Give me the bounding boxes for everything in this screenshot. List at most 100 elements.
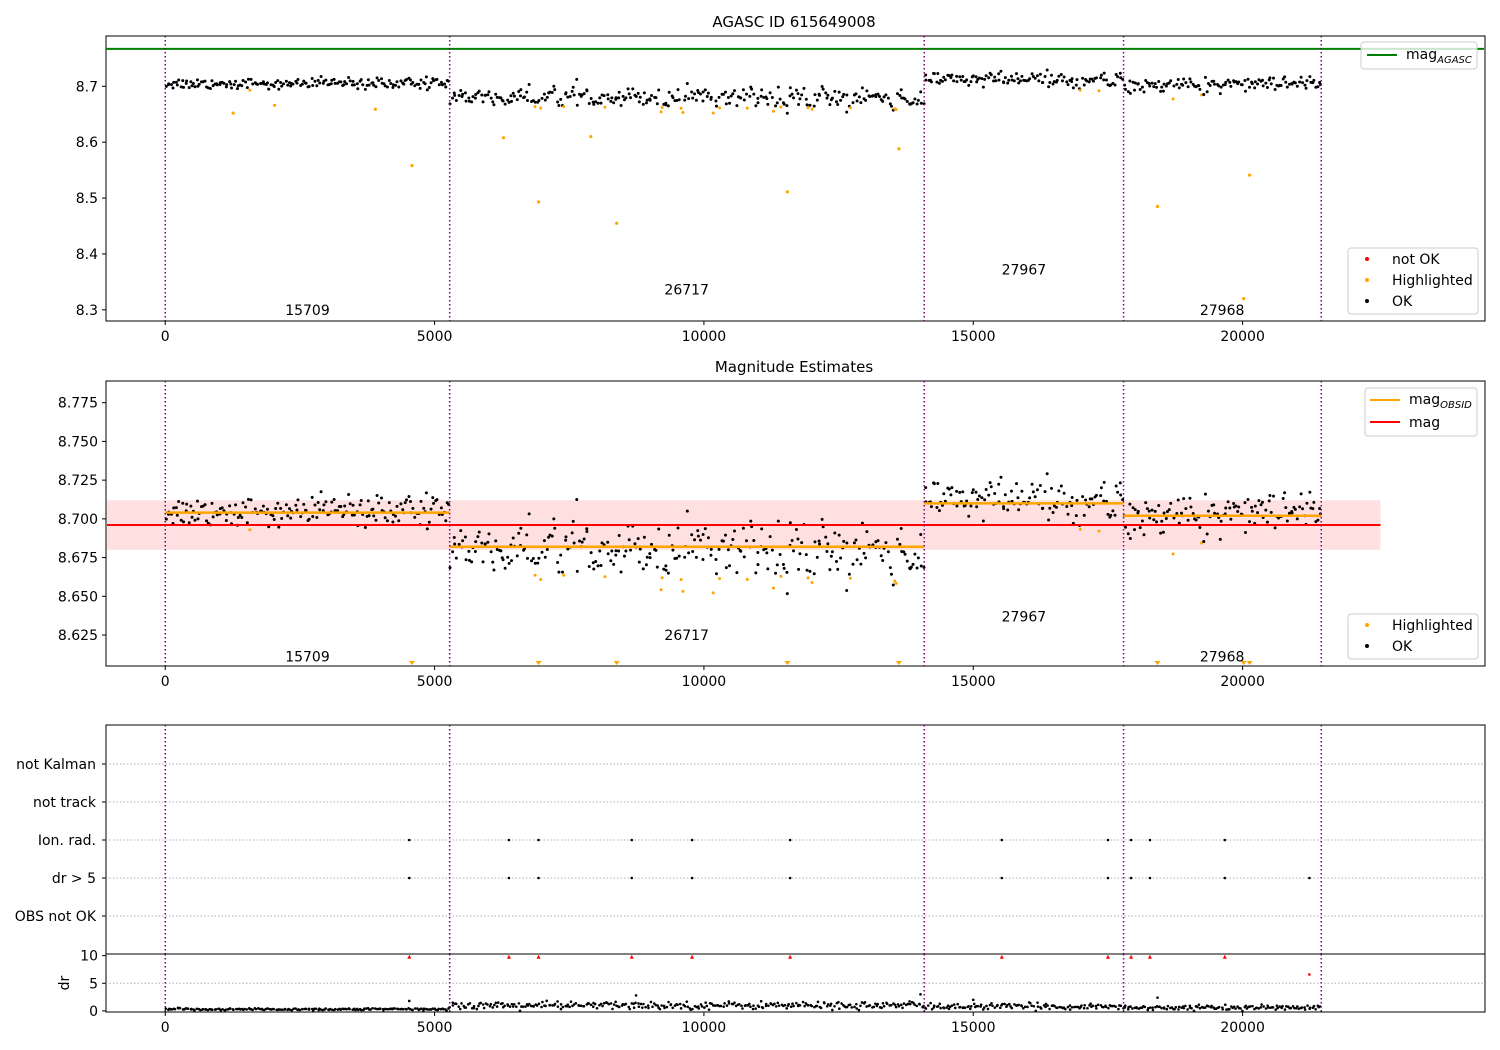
ok-point: [1212, 79, 1216, 83]
dr-point: [749, 1005, 752, 1009]
ok-point: [732, 529, 736, 533]
ok-point: [1006, 81, 1010, 85]
ok-point: [1250, 82, 1254, 86]
highlighted-point: [779, 574, 783, 578]
ok-point: [955, 504, 959, 508]
ok-point: [997, 72, 1001, 76]
ok-point: [1257, 499, 1261, 503]
dr-point: [1259, 1006, 1263, 1009]
dr-point: [1283, 1008, 1287, 1011]
dr-point: [969, 1005, 973, 1008]
dr-point: [501, 1001, 504, 1005]
ok-point: [828, 568, 832, 572]
ok-point: [1155, 520, 1159, 524]
ok-point: [533, 100, 537, 104]
highlighted-point: [806, 106, 810, 110]
ok-point: [344, 82, 348, 86]
ok-point: [587, 101, 591, 105]
ok-point: [739, 96, 743, 100]
ok-point: [1082, 513, 1086, 517]
ok-point: [492, 103, 496, 107]
ok-point: [185, 502, 189, 506]
ok-point: [627, 538, 631, 542]
ok-point: [1177, 521, 1181, 525]
ok-point: [1138, 87, 1142, 91]
ok-point: [1087, 505, 1091, 509]
ok-point: [1175, 82, 1179, 86]
ok-point: [788, 521, 792, 525]
flag-point: [1129, 876, 1133, 880]
ok-point: [717, 95, 721, 99]
dr-point: [420, 1007, 423, 1011]
dr-point: [624, 1002, 628, 1006]
ok-point: [503, 566, 507, 570]
dr-point: [632, 1002, 635, 1005]
ok-point: [1035, 74, 1039, 78]
dr-point: [1026, 1005, 1029, 1009]
ok-point: [1206, 509, 1210, 513]
ok-point: [550, 534, 554, 538]
ok-point: [845, 110, 849, 114]
ok-point: [922, 565, 926, 569]
ok-point: [993, 75, 997, 79]
dr-point: [245, 1008, 249, 1011]
ok-point: [571, 519, 575, 523]
ok-point: [655, 102, 659, 106]
ok-point: [1169, 501, 1173, 505]
ok-point: [1243, 531, 1247, 535]
ok-point: [1066, 512, 1070, 516]
dr-point: [514, 1005, 518, 1008]
ok-point: [798, 97, 802, 101]
dr-point: [1271, 1006, 1275, 1009]
ok-point: [525, 533, 529, 537]
ok-point: [902, 550, 906, 554]
dr-point: [307, 1007, 311, 1011]
ok-point: [965, 499, 969, 503]
ok-point: [1182, 497, 1186, 501]
highlighted-outlier-point: [501, 136, 506, 140]
dr-point: [683, 1004, 687, 1008]
dr-point: [1070, 1006, 1074, 1009]
ok-point: [404, 498, 408, 502]
plot-frame: [105, 380, 1486, 667]
dr-point: [495, 1005, 499, 1008]
ok-point: [1189, 505, 1193, 509]
ok-point: [1099, 73, 1103, 77]
highlighted-point: [539, 577, 543, 581]
ok-point: [501, 99, 505, 103]
ok-point: [425, 88, 429, 92]
ok-point: [246, 497, 250, 501]
ok-point: [315, 84, 319, 88]
ok-point: [195, 78, 199, 82]
ok-point: [824, 535, 828, 539]
ok-point: [762, 548, 766, 552]
ok-point: [1102, 480, 1106, 484]
dr-point: [1158, 1005, 1161, 1008]
ok-point: [570, 531, 574, 535]
ok-point: [796, 537, 800, 541]
ok-point: [181, 501, 185, 505]
dr-point: [451, 1004, 455, 1007]
ok-point: [1102, 71, 1106, 75]
ok-point: [691, 550, 695, 554]
ok-point: [461, 539, 465, 543]
ok-point: [457, 542, 461, 546]
ok-point: [1232, 502, 1236, 506]
ok-point: [776, 519, 780, 523]
ok-point: [385, 85, 389, 89]
dr-point: [704, 1001, 707, 1004]
ok-point: [828, 103, 832, 107]
ok-point: [1213, 511, 1217, 515]
legend: magOBSID mag Highlighted OK: [1347, 387, 1479, 660]
ok-point: [1157, 79, 1161, 83]
dr-point: [963, 1006, 967, 1010]
ok-point: [332, 498, 336, 502]
dr-point: [737, 1002, 741, 1006]
ok-point: [224, 85, 228, 89]
ok-point: [988, 481, 992, 485]
ok-point: [413, 84, 417, 88]
flag-point: [507, 838, 511, 842]
category-label: Ion. rad.: [38, 833, 96, 849]
ok-point: [322, 503, 326, 507]
